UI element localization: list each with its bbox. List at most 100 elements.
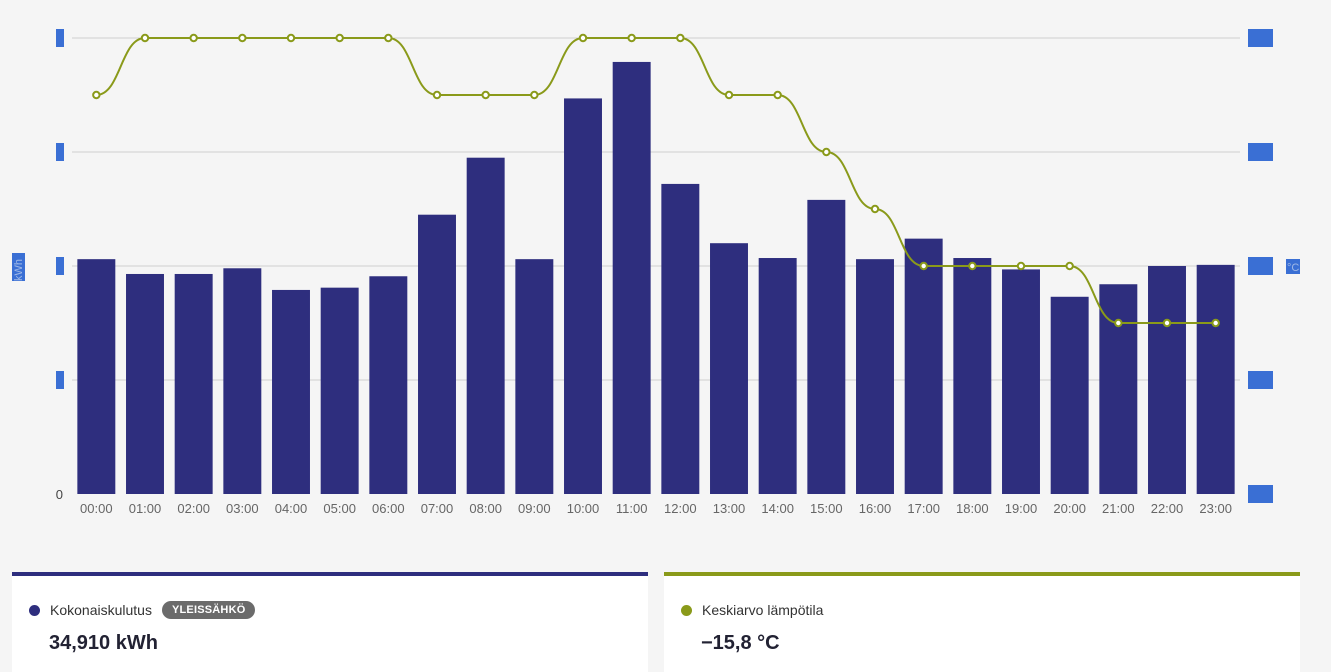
x-tick-label: 01:00 xyxy=(129,501,162,516)
temperature-point-1200[interactable] xyxy=(676,33,685,43)
y-tick-marker xyxy=(56,371,64,389)
consumption-bar-2200[interactable] xyxy=(1148,266,1186,494)
temperature-average: −15,8 °C xyxy=(701,632,780,654)
temperature-point-2000[interactable] xyxy=(1065,261,1074,271)
temperature-point-1300[interactable] xyxy=(724,90,734,100)
x-tick-label: 00:00 xyxy=(80,501,113,516)
consumption-card-header: Kokonaiskulutus YLEISSÄHKÖ xyxy=(29,600,256,620)
x-tick-label: 22:00 xyxy=(1151,501,1184,516)
x-tick-label: 13:00 xyxy=(713,501,746,516)
temperature-point-2300[interactable] xyxy=(1211,318,1220,328)
x-tick-label: 11:00 xyxy=(616,501,648,516)
temperature-point-0200[interactable] xyxy=(189,33,198,43)
temperature-legend-dot xyxy=(681,604,692,616)
temperature-point-2200[interactable] xyxy=(1162,318,1172,328)
x-tick-label: 20:00 xyxy=(1053,501,1086,516)
consumption-bar-0100[interactable] xyxy=(126,273,164,494)
y2-axis-title: °C xyxy=(1287,262,1299,274)
electricity-type-badge: YLEISSÄHKÖ xyxy=(161,601,256,619)
temperature-point-1100[interactable] xyxy=(627,33,636,43)
temperature-point-0100[interactable] xyxy=(140,33,150,43)
consumption-bar-0700[interactable] xyxy=(418,214,456,494)
consumption-bar-0200[interactable] xyxy=(174,273,213,494)
y-tick-marker xyxy=(56,143,64,161)
x-tick-label: 05:00 xyxy=(323,501,356,516)
x-tick-label: 12:00 xyxy=(664,501,697,516)
y-tick-marker xyxy=(56,257,64,275)
temperature-card-header: Keskiarvo lämpötila xyxy=(681,600,823,620)
x-axis-ticks: 00:00 01:00 02:00 03:00 04:00 05:00 06:00 07:00… xyxy=(80,501,1232,516)
x-tick-label: 16:00 xyxy=(859,501,892,516)
temperature-point-1800[interactable] xyxy=(968,261,977,271)
x-tick-label: 09:00 xyxy=(518,501,551,516)
temperature-point-1500[interactable] xyxy=(822,147,831,157)
y2-tick-marker xyxy=(1248,257,1273,275)
consumption-bar-1900[interactable] xyxy=(1002,269,1040,494)
temperature-point-0600[interactable] xyxy=(384,33,393,43)
consumption-bar-1400[interactable] xyxy=(758,258,797,494)
temperature-point-0400[interactable] xyxy=(286,33,296,43)
x-tick-label: 19:00 xyxy=(1005,501,1038,516)
consumption-total: 34,910 kWh xyxy=(49,632,158,654)
y2-tick-marker xyxy=(1248,29,1273,47)
consumption-bar-1000[interactable] xyxy=(564,98,602,495)
consumption-chart: 0 kWh °C 00:00 01:00 02:00 03:00 04:00 05:00 06… xyxy=(12,29,1300,516)
x-tick-label: 18:00 xyxy=(956,501,989,516)
consumption-bar-2000[interactable] xyxy=(1050,296,1089,494)
consumption-legend-dot xyxy=(29,604,40,616)
y-axis-title-marker xyxy=(12,253,25,281)
consumption-bar-0500[interactable] xyxy=(320,287,359,494)
temperature-point-0000[interactable] xyxy=(92,90,101,100)
consumption-bar-1300[interactable] xyxy=(710,243,748,494)
temperature-point-0300[interactable] xyxy=(238,33,247,43)
x-tick-label: 15:00 xyxy=(810,501,843,516)
temperature-point-0800[interactable] xyxy=(481,90,490,100)
consumption-bar-2300[interactable] xyxy=(1196,264,1235,494)
consumption-bar-0000[interactable] xyxy=(77,259,116,494)
y2-axis-title-marker xyxy=(1286,259,1300,274)
x-tick-label: 21:00 xyxy=(1102,501,1135,516)
y2-tick-marker xyxy=(1248,485,1273,503)
x-tick-label: 08:00 xyxy=(469,501,502,516)
y2-tick-marker xyxy=(1248,371,1273,389)
temperature-card[interactable]: Keskiarvo lämpötila −15,8 °C xyxy=(664,572,1300,672)
consumption-bar-0300[interactable] xyxy=(223,268,262,494)
x-tick-label: 02:00 xyxy=(177,501,210,516)
temperature-line xyxy=(92,33,1220,328)
x-tick-label: 07:00 xyxy=(421,501,454,516)
consumption-bar-0900[interactable] xyxy=(515,259,554,494)
right-axis: °C xyxy=(1248,29,1300,503)
y-tick-label: 0 xyxy=(56,487,63,502)
consumption-bar-1600[interactable] xyxy=(856,259,894,494)
x-tick-label: 06:00 xyxy=(372,501,405,516)
consumption-bar-1100[interactable] xyxy=(612,61,651,494)
temperature-point-2100[interactable] xyxy=(1114,318,1123,328)
temperature-point-1000[interactable] xyxy=(578,33,588,43)
temperature-label: Keskiarvo lämpötila xyxy=(702,602,824,618)
x-tick-label: 17:00 xyxy=(907,501,940,516)
consumption-bar-1500[interactable] xyxy=(807,199,846,494)
temperature-point-1600[interactable] xyxy=(870,204,880,214)
x-tick-label: 04:00 xyxy=(275,501,308,516)
x-tick-label: 23:00 xyxy=(1199,501,1232,516)
left-axis: 0 kWh xyxy=(12,29,64,502)
y2-tick-marker xyxy=(1248,143,1273,161)
consumption-card[interactable]: Kokonaiskulutus YLEISSÄHKÖ 34,910 kWh xyxy=(12,572,648,672)
temperature-point-0900[interactable] xyxy=(530,90,539,100)
temperature-point-1900[interactable] xyxy=(1016,261,1026,271)
consumption-bars xyxy=(77,61,1235,495)
temperature-series-line xyxy=(96,37,1216,324)
temperature-point-1700[interactable] xyxy=(919,261,928,271)
consumption-bar-0800[interactable] xyxy=(466,157,505,494)
x-tick-label: 03:00 xyxy=(226,501,259,516)
consumption-label: Kokonaiskulutus xyxy=(50,602,152,618)
temperature-point-0700[interactable] xyxy=(432,90,442,100)
consumption-bar-1700[interactable] xyxy=(904,238,943,494)
x-tick-label: 10:00 xyxy=(567,501,600,516)
consumption-bar-0600[interactable] xyxy=(369,276,408,494)
temperature-point-0500[interactable] xyxy=(335,33,344,43)
consumption-bar-0400[interactable] xyxy=(272,289,310,494)
consumption-bar-1200[interactable] xyxy=(661,183,700,495)
consumption-bar-1800[interactable] xyxy=(953,258,992,494)
temperature-point-1400[interactable] xyxy=(773,90,782,100)
